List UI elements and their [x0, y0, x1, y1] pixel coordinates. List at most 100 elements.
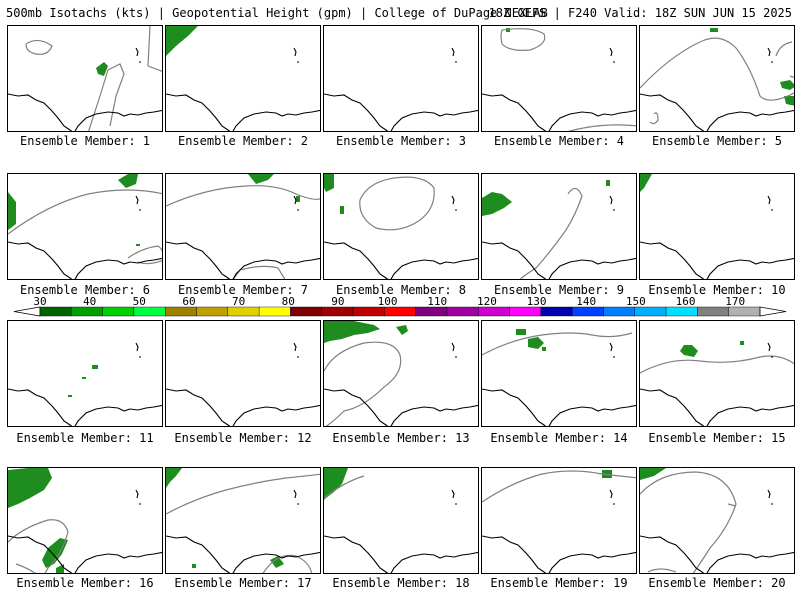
ensemble-map	[640, 174, 794, 279]
ensemble-map-panel	[323, 25, 479, 132]
height-contour	[482, 470, 636, 503]
coastline	[8, 388, 162, 426]
colorbar-swatch	[665, 306, 698, 317]
isotach-fill	[166, 468, 182, 488]
coastline	[8, 535, 162, 573]
ensemble-map	[482, 180, 636, 279]
height-contour	[8, 519, 69, 573]
isotach-fill	[740, 341, 744, 345]
colorbar-swatch	[634, 306, 667, 317]
isotach-fill	[42, 538, 68, 568]
coastline	[135, 489, 141, 505]
coastline	[135, 195, 141, 211]
colorbar-tick-label: 60	[182, 296, 195, 308]
ensemble-map-panel	[481, 320, 637, 427]
ensemble-map-panel	[323, 467, 479, 574]
height-contour	[147, 26, 162, 72]
ensemble-map-panel	[165, 467, 321, 574]
isotach-fill	[780, 80, 794, 90]
colorbar-swatch	[509, 306, 542, 317]
isotach-fill	[482, 192, 512, 216]
isotach-fill	[92, 365, 98, 369]
coastline	[293, 195, 299, 211]
coastline	[609, 342, 615, 358]
ensemble-map-panel	[639, 320, 795, 427]
ensemble-map-panel	[7, 320, 163, 427]
coastline	[166, 388, 320, 426]
height-contour	[166, 473, 320, 515]
isotach-fill	[82, 377, 86, 379]
coastline	[166, 241, 320, 279]
ensemble-map	[324, 468, 478, 573]
ensemble-map-panel	[639, 173, 795, 280]
isotach-fill	[784, 96, 794, 106]
colorbar-swatch	[196, 306, 229, 317]
ensemble-member-label: Ensemble Member: 5	[651, 134, 783, 148]
colorbar-swatch	[102, 306, 135, 317]
isotach-fill	[248, 174, 274, 184]
ensemble-map-panel	[165, 173, 321, 280]
coastline	[135, 47, 141, 63]
isotach-fill	[136, 244, 140, 246]
height-contour	[262, 554, 313, 573]
coastline	[8, 241, 162, 279]
coastline	[640, 388, 794, 426]
colorbar-swatch	[133, 306, 166, 317]
colorbar-swatch	[697, 306, 729, 317]
height-contour	[640, 471, 737, 573]
ensemble-member-label: Ensemble Member: 10	[648, 283, 786, 297]
ensemble-member-label: Ensemble Member: 8	[335, 283, 467, 297]
ensemble-map	[8, 174, 162, 279]
coastline	[482, 241, 636, 279]
colorbar-swatch	[165, 306, 197, 317]
colorbar-swatch	[571, 306, 604, 317]
ensemble-map	[8, 342, 162, 426]
colorbar-tick-label: 70	[232, 296, 245, 308]
colorbar-swatch	[603, 306, 635, 317]
ensemble-map	[8, 468, 162, 573]
isotach-fill	[528, 337, 544, 349]
colorbar-swatch	[415, 306, 448, 317]
colorbar-left-arrow	[13, 306, 41, 317]
ensemble-member-label: Ensemble Member: 18	[332, 576, 470, 590]
ensemble-member-label: Ensemble Member: 11	[16, 431, 154, 445]
ensemble-map	[166, 174, 320, 279]
colorbar-swatch	[728, 306, 761, 317]
ensemble-map	[640, 468, 794, 573]
coastline	[451, 195, 457, 211]
ensemble-map	[324, 174, 478, 279]
colorbar-swatch	[71, 306, 103, 317]
coastline	[293, 342, 299, 358]
ensemble-member-label: Ensemble Member: 4	[493, 134, 625, 148]
ensemble-map	[324, 47, 478, 131]
colorbar-tick-label: 30	[33, 296, 46, 308]
isotach-fill	[640, 174, 652, 192]
coastline	[293, 489, 299, 505]
isotach-fill	[192, 564, 196, 568]
coastline	[640, 241, 794, 279]
ensemble-map	[8, 26, 162, 131]
coastline	[8, 93, 162, 131]
colorbar-tick-label: 170	[725, 296, 745, 308]
ensemble-map-panel	[481, 173, 637, 280]
height-contour	[647, 568, 677, 573]
ensemble-member-label: Ensemble Member: 12	[174, 431, 312, 445]
coastline	[609, 489, 615, 505]
ensemble-member-label: Ensemble Member: 6	[19, 283, 151, 297]
coastline	[609, 47, 615, 63]
isotach-fill	[396, 325, 408, 335]
ensemble-member-label: Ensemble Member: 15	[648, 431, 786, 445]
ensemble-map	[482, 470, 636, 573]
isotach-fill	[8, 468, 52, 508]
colorbar-swatch	[227, 306, 260, 317]
colorbar-tick-label: 90	[331, 296, 344, 308]
coastline	[451, 342, 457, 358]
ensemble-map-panel	[7, 25, 163, 132]
ensemble-map	[482, 329, 636, 426]
height-contour	[324, 341, 402, 426]
ensemble-map	[640, 341, 794, 426]
ensemble-map-panel	[481, 467, 637, 574]
colorbar-tick-label: 120	[477, 296, 497, 308]
height-contour	[359, 176, 435, 231]
coastline	[135, 342, 141, 358]
